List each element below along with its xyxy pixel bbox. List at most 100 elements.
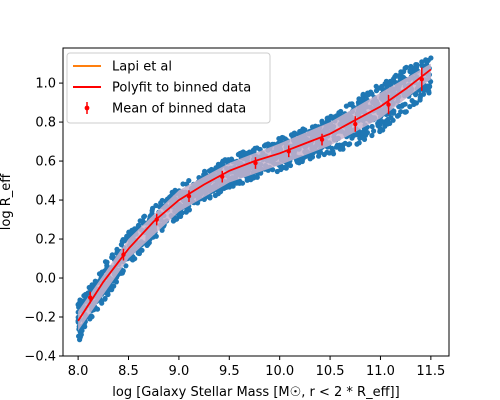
y-tick-label: 0.4 bbox=[35, 194, 56, 209]
x-tick-label: 11.0 bbox=[366, 364, 395, 379]
legend: Lapi et al Polyfit to binned data Mean of … bbox=[66, 52, 271, 124]
x-tick-label: 11.5 bbox=[416, 364, 445, 379]
scatter-point bbox=[403, 109, 409, 115]
mean-binned-point bbox=[286, 145, 291, 158]
scatter-point bbox=[417, 94, 423, 101]
mean-binned-point bbox=[186, 190, 192, 202]
scatter-point bbox=[153, 202, 159, 209]
scatter-point bbox=[379, 119, 385, 125]
legend-label: Lapi et al bbox=[112, 60, 172, 75]
scatter-point bbox=[217, 188, 223, 194]
scatter-point bbox=[428, 55, 434, 61]
scatter-point bbox=[401, 69, 407, 75]
legend-label: Polyfit to binned data bbox=[112, 81, 251, 96]
legend-box bbox=[66, 52, 271, 124]
legend-entry: Mean of binned data bbox=[84, 102, 246, 117]
y-tick-label: −0.4 bbox=[24, 350, 56, 365]
scatter-point bbox=[400, 102, 406, 108]
mean-binned-point bbox=[220, 170, 225, 183]
spread-band bbox=[78, 63, 431, 331]
scatter-point bbox=[334, 113, 340, 119]
scatter-point bbox=[316, 153, 322, 159]
scatter-point bbox=[398, 109, 404, 115]
scatter-point bbox=[113, 279, 119, 285]
scatter-point bbox=[278, 166, 284, 173]
scatter-point bbox=[387, 120, 393, 126]
scatter-point bbox=[413, 92, 419, 98]
scatter-point bbox=[371, 128, 377, 134]
scatter-point bbox=[427, 84, 433, 90]
scatter-point bbox=[391, 76, 397, 82]
scatter-point bbox=[180, 181, 186, 187]
legend-entry: Lapi et al bbox=[73, 60, 172, 75]
scatter-point bbox=[135, 224, 141, 230]
scatter-point bbox=[102, 259, 109, 265]
scatter-point bbox=[243, 150, 249, 156]
scatter-point bbox=[99, 269, 105, 275]
scatter-point bbox=[141, 214, 147, 220]
scatter-point bbox=[342, 140, 348, 146]
y-tick-label: 0.2 bbox=[35, 233, 56, 248]
scatter-point bbox=[265, 141, 271, 147]
y-axis: −0.4 −0.2 0.0 0.2 0.4 0.6 0.8 1.0 bbox=[24, 77, 63, 365]
scatter-point bbox=[426, 88, 432, 94]
scatter-point bbox=[120, 268, 126, 274]
scatter-point bbox=[337, 146, 343, 152]
mean-binned-points bbox=[88, 67, 424, 304]
mean-binned-point bbox=[88, 291, 93, 304]
scatter-point bbox=[248, 174, 255, 180]
x-axis-label: log [Galaxy Stellar Mass [M☉, r < 2 * R_… bbox=[112, 385, 399, 400]
scatter-point bbox=[131, 227, 137, 233]
scatter-point bbox=[89, 314, 95, 320]
scatter-point bbox=[299, 127, 305, 133]
y-tick-label: 0.6 bbox=[35, 155, 56, 170]
scatter-point bbox=[419, 62, 425, 69]
scatter-point bbox=[109, 252, 115, 258]
mean-binned-point bbox=[121, 248, 126, 261]
scatter-point bbox=[317, 149, 323, 155]
scatter-point bbox=[159, 197, 165, 204]
scatter-point bbox=[366, 91, 372, 97]
scatter-point bbox=[136, 250, 142, 257]
scatter-point bbox=[186, 178, 192, 184]
y-tick-label: −0.2 bbox=[24, 311, 56, 326]
scatter-point bbox=[222, 157, 228, 163]
x-tick-label: 10.5 bbox=[316, 364, 345, 379]
scatter-point bbox=[184, 208, 190, 214]
scatter-point bbox=[375, 120, 381, 127]
scatter-point bbox=[109, 287, 115, 293]
scatter-point bbox=[407, 104, 413, 110]
scatter-point bbox=[89, 282, 95, 288]
scatter-point bbox=[329, 115, 335, 121]
x-tick-label: 9.5 bbox=[219, 364, 240, 379]
mean-binned-point bbox=[419, 67, 424, 91]
scatter-point bbox=[285, 162, 291, 168]
legend-entry: Polyfit to binned data bbox=[73, 81, 251, 96]
scatter-point bbox=[208, 166, 215, 173]
scatter-point bbox=[409, 98, 415, 104]
scatter-point bbox=[291, 130, 297, 137]
scatter-point bbox=[223, 184, 229, 190]
x-tick-label: 10.0 bbox=[265, 364, 294, 379]
spread-band-area bbox=[78, 63, 431, 331]
scatter-point bbox=[349, 101, 355, 107]
scatter-point bbox=[126, 232, 132, 239]
scatter-point bbox=[350, 133, 357, 139]
scatter-point bbox=[360, 130, 366, 136]
scatter-point bbox=[207, 193, 213, 200]
scatter-point bbox=[102, 295, 108, 302]
scatter-point bbox=[123, 263, 129, 269]
scatter-point bbox=[118, 242, 124, 248]
y-tick-label: 0.8 bbox=[35, 116, 56, 131]
scatter-point bbox=[379, 83, 385, 90]
legend-label: Mean of binned data bbox=[112, 102, 246, 117]
scatter-point bbox=[343, 103, 349, 109]
scatter-point bbox=[236, 179, 242, 185]
mean-binned-point bbox=[353, 116, 358, 132]
scatter-point bbox=[354, 141, 360, 147]
scatter-point bbox=[385, 116, 391, 122]
scatter-point bbox=[120, 237, 126, 243]
scatter-point bbox=[326, 150, 332, 156]
scatter-point bbox=[320, 120, 326, 126]
